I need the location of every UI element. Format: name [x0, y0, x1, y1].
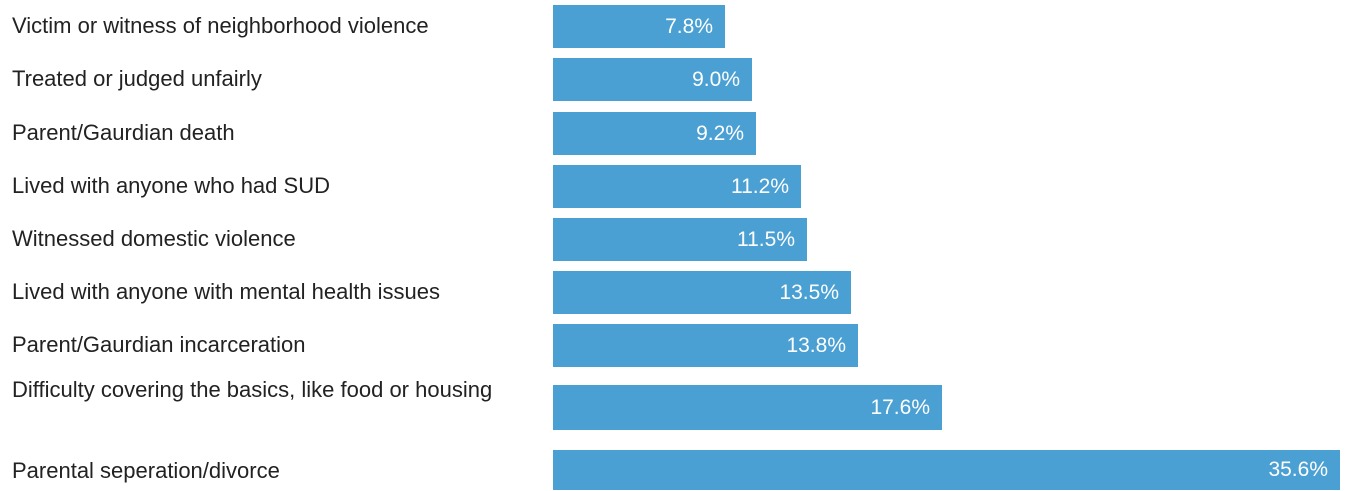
category-label: Parent/Gaurdian death: [12, 120, 235, 145]
bar-value-label: 11.5%: [737, 227, 795, 251]
category-label: Parent/Gaurdian incarceration: [12, 332, 306, 357]
bar: 9.0%: [553, 58, 752, 101]
category-label: Parental seperation/divorce: [12, 458, 280, 483]
bar: 17.6%: [553, 385, 942, 430]
category-label: Witnessed domestic violence: [12, 226, 296, 251]
bar: 9.2%: [553, 112, 756, 155]
bar-value-label: 13.5%: [779, 280, 839, 304]
bar: 35.6%: [553, 450, 1340, 490]
bar: 11.2%: [553, 165, 801, 208]
category-label: Difficulty covering the basics, like foo…: [12, 377, 493, 402]
bar-value-label: 11.2%: [731, 174, 789, 198]
bar: 11.5%: [553, 218, 807, 261]
category-label: Victim or witness of neighborhood violen…: [12, 13, 429, 38]
bar-value-label: 9.0%: [692, 67, 740, 91]
category-label: Lived with anyone with mental health iss…: [12, 279, 441, 304]
bar: 13.8%: [553, 324, 858, 367]
bar: 13.5%: [553, 271, 851, 314]
category-label: Treated or judged unfairly: [12, 66, 262, 91]
category-label: Lived with anyone who had SUD: [12, 173, 330, 198]
bar-value-label: 13.8%: [786, 333, 846, 357]
bar-value-label: 17.6%: [870, 395, 930, 419]
bar-value-label: 9.2%: [696, 121, 744, 145]
bar: 7.8%: [553, 5, 725, 48]
bar-value-label: 35.6%: [1268, 458, 1328, 481]
bar-value-label: 7.8%: [665, 14, 713, 38]
